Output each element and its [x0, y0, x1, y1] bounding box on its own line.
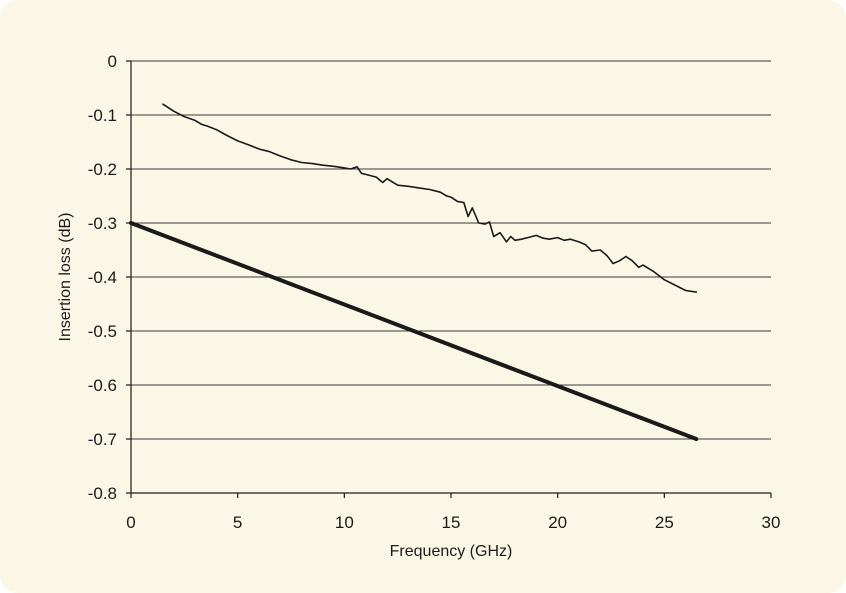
x-tick-label: 5 [233, 513, 242, 532]
y-tick-label: -0.8 [88, 484, 117, 503]
series-line-2 [129, 221, 699, 441]
y-tick-label: -0.4 [88, 268, 117, 287]
y-tick-label: 0 [108, 52, 117, 71]
y-tick-label: -0.3 [88, 214, 117, 233]
gridlines [126, 60, 772, 498]
x-tick-label: 10 [335, 513, 354, 532]
x-tick-label: 30 [762, 513, 781, 532]
x-tick-label: 0 [126, 513, 135, 532]
y-tick-label: -0.1 [88, 106, 117, 125]
series-line-1 [162, 103, 698, 293]
x-tick-label: 25 [655, 513, 674, 532]
y-tick-label: -0.2 [88, 160, 117, 179]
tick-labels: 0 -0.1 -0.2 -0.3 -0.4 -0.5 -0.6 -0.7 -0.8 0 5 10 15 2… [88, 52, 781, 532]
y-axis-label: Insertion loss (dB) [57, 213, 74, 342]
y-tick-label: -0.5 [88, 322, 117, 341]
x-tick-label: 20 [548, 513, 567, 532]
series [129, 103, 699, 441]
y-tick-label: -0.7 [88, 430, 117, 449]
y-tick-label: -0.6 [88, 376, 117, 395]
axes [130, 61, 771, 494]
x-tick-label: 15 [442, 513, 461, 532]
x-axis-label: Frequency (GHz) [390, 543, 513, 560]
